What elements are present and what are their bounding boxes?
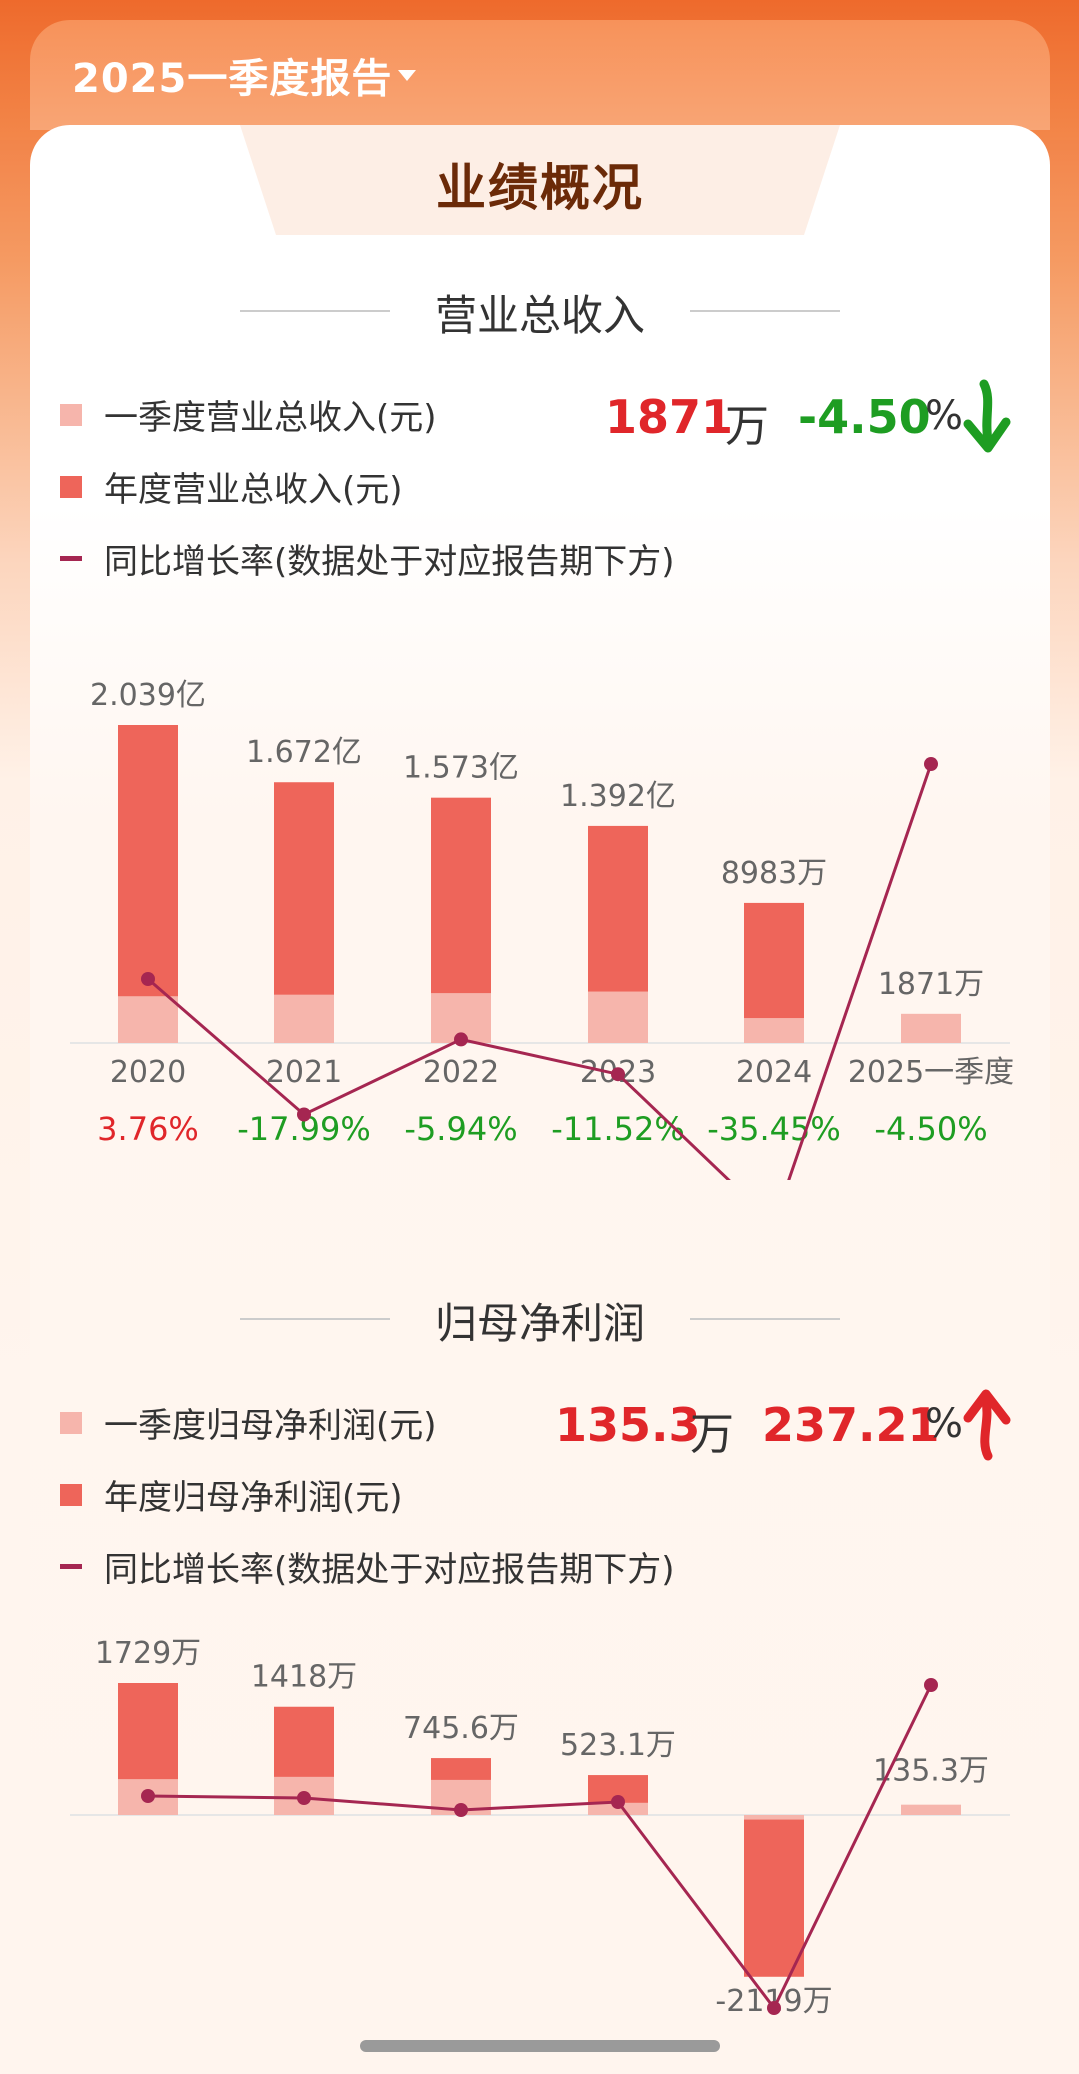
q1-profit-bar bbox=[901, 1804, 961, 1815]
revenue-kpi-value: 1871 bbox=[605, 390, 734, 444]
caret-down-icon[interactable] bbox=[398, 70, 416, 81]
bar-value-label: 1.573亿 bbox=[403, 751, 519, 786]
bar-value-label: 1871万 bbox=[878, 967, 984, 1002]
growth-rate-label: -4.50% bbox=[874, 1110, 987, 1148]
legend-label: 同比增长率(数据处于对应报告期下方) bbox=[104, 1550, 675, 1590]
legend-annual-revenue: 年度营业总收入(元) bbox=[60, 462, 403, 511]
profit-kpi-value: 135.3 bbox=[555, 1398, 701, 1452]
arrow-up-icon bbox=[963, 1389, 1011, 1461]
bar-value-label: 1729万 bbox=[95, 1636, 201, 1671]
profit-kpi-unit: 万 bbox=[690, 1409, 734, 1460]
profit-pct-sign: % bbox=[925, 1401, 964, 1447]
growth-rate-line bbox=[147, 763, 933, 1180]
home-indicator bbox=[360, 2040, 720, 2052]
growth-line-swatch bbox=[60, 1564, 82, 1569]
growth-rate-label: -11.52% bbox=[551, 1110, 685, 1148]
growth-rate-point bbox=[141, 972, 155, 986]
category-tick-label: 2020 bbox=[110, 1055, 186, 1090]
title-tab bbox=[240, 125, 840, 235]
legend-q1-revenue: 一季度营业总收入(元) bbox=[60, 390, 437, 439]
legend-label: 一季度归母净利润(元) bbox=[104, 1406, 437, 1446]
q1-revenue-bar bbox=[744, 1018, 804, 1043]
growth-rate-point bbox=[924, 1678, 938, 1692]
annual-swatch bbox=[60, 1483, 82, 1506]
profit-section-title: 归母净利润 bbox=[434, 1299, 645, 1348]
growth-rate-point bbox=[297, 1791, 311, 1805]
bar-value-label: 8983万 bbox=[721, 856, 827, 891]
growth-rate-line bbox=[147, 1684, 933, 2011]
q1-revenue-bar bbox=[901, 1013, 961, 1043]
growth-rate-point bbox=[297, 1107, 311, 1122]
bar-value-label: 1.672亿 bbox=[246, 735, 362, 770]
annual-profit-bar bbox=[744, 1815, 804, 1977]
q1-revenue-bar bbox=[118, 996, 178, 1043]
revenue-kpi-pct: -4.50 bbox=[798, 390, 931, 444]
revenue-chart: 2.039亿20203.76%1.672亿2021-17.99%1.573亿20… bbox=[70, 678, 1014, 1180]
growth-rate-point bbox=[767, 2001, 781, 2015]
revenue-kpi-unit: 万 bbox=[725, 401, 769, 452]
bar-value-label: 523.1万 bbox=[560, 1728, 676, 1763]
legend-revenue-growth: 同比增长率(数据处于对应报告期下方) bbox=[60, 534, 675, 583]
performance-card bbox=[30, 125, 1050, 2074]
category-tick-label: 2022 bbox=[423, 1055, 499, 1090]
legend-profit-growth: 同比增长率(数据处于对应报告期下方) bbox=[60, 1542, 675, 1591]
bar-value-label: 135.3万 bbox=[873, 1754, 989, 1789]
annual-swatch bbox=[60, 475, 82, 498]
title-rule-left bbox=[240, 1318, 390, 1320]
legend-label: 一季度营业总收入(元) bbox=[104, 398, 437, 438]
q1-swatch bbox=[60, 403, 82, 426]
growth-rate-point bbox=[454, 1032, 468, 1047]
q1-profit-bar bbox=[744, 1815, 804, 1820]
growth-rate-point bbox=[924, 757, 938, 771]
legend-q1-profit: 一季度归母净利润(元) bbox=[60, 1398, 437, 1447]
growth-rate-point bbox=[611, 1067, 625, 1082]
profit-kpi-pct: 237.21 bbox=[762, 1398, 940, 1452]
revenue-pct-sign: % bbox=[925, 393, 964, 439]
bar-value-label: 2.039亿 bbox=[90, 678, 206, 713]
category-tick-label: 2024 bbox=[736, 1055, 812, 1090]
growth-rate-point bbox=[611, 1795, 625, 1809]
q1-revenue-bar bbox=[588, 991, 648, 1043]
arrow-down-icon bbox=[963, 379, 1011, 453]
q1-swatch bbox=[60, 1411, 82, 1434]
legend-label: 年度营业总收入(元) bbox=[104, 470, 403, 510]
growth-line-swatch bbox=[60, 556, 82, 561]
revenue-section-title: 营业总收入 bbox=[434, 291, 645, 340]
growth-rate-label: -5.94% bbox=[404, 1110, 517, 1148]
legend-annual-profit: 年度归母净利润(元) bbox=[60, 1470, 403, 1519]
bar-value-label: 1.392亿 bbox=[560, 779, 676, 814]
legend-label: 年度归母净利润(元) bbox=[104, 1478, 403, 1518]
category-tick-label: 2021 bbox=[266, 1055, 342, 1090]
title-rule-left bbox=[240, 310, 390, 312]
category-tick-label: 2025一季度 bbox=[848, 1055, 1014, 1090]
growth-rate-point bbox=[141, 1789, 155, 1803]
bar-value-label: 745.6万 bbox=[403, 1711, 519, 1746]
title-rule-right bbox=[690, 1318, 840, 1320]
report-selector[interactable] bbox=[30, 20, 1050, 130]
growth-rate-label: 3.76% bbox=[97, 1110, 199, 1148]
q1-revenue-bar bbox=[274, 994, 334, 1043]
report-period-label[interactable]: 2025一季度报告 bbox=[72, 56, 393, 102]
page-title: 业绩概况 bbox=[436, 159, 644, 217]
legend-label: 同比增长率(数据处于对应报告期下方) bbox=[104, 542, 675, 582]
title-rule-right bbox=[690, 310, 840, 312]
growth-rate-label: -35.45% bbox=[707, 1110, 841, 1148]
growth-rate-point bbox=[454, 1803, 468, 1817]
annual-revenue-bar bbox=[118, 725, 178, 1043]
bar-value-label: 1418万 bbox=[251, 1660, 357, 1695]
